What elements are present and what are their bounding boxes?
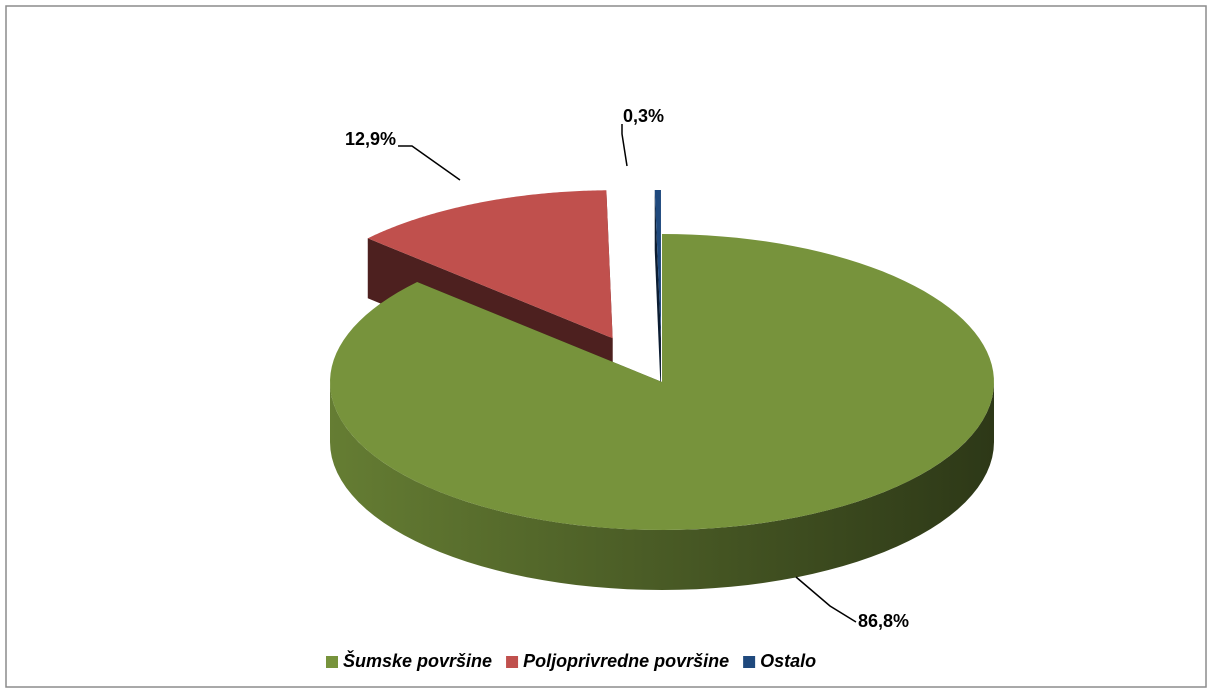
data-label: 0,3%	[623, 106, 664, 126]
legend-label: Ostalo	[760, 651, 816, 671]
pie	[330, 190, 994, 590]
leader-line	[795, 576, 857, 623]
slice	[330, 234, 994, 530]
legend-swatch	[743, 656, 756, 668]
slice	[654, 190, 661, 339]
slice	[367, 190, 613, 339]
slice-side	[330, 382, 994, 590]
legend-label: Poljoprivredne površine	[523, 651, 729, 671]
legend-swatch	[506, 656, 519, 668]
legend: Šumske površine Poljoprivredne površine Os…	[326, 650, 816, 671]
legend-swatch	[326, 656, 338, 668]
leader-line	[398, 145, 461, 181]
data-label: 86,8%	[858, 611, 909, 631]
leader-line	[621, 124, 628, 167]
slice-cut-face	[654, 190, 661, 399]
legend-label: Šumske površine	[343, 650, 492, 671]
data-label: 12,9%	[345, 129, 396, 149]
